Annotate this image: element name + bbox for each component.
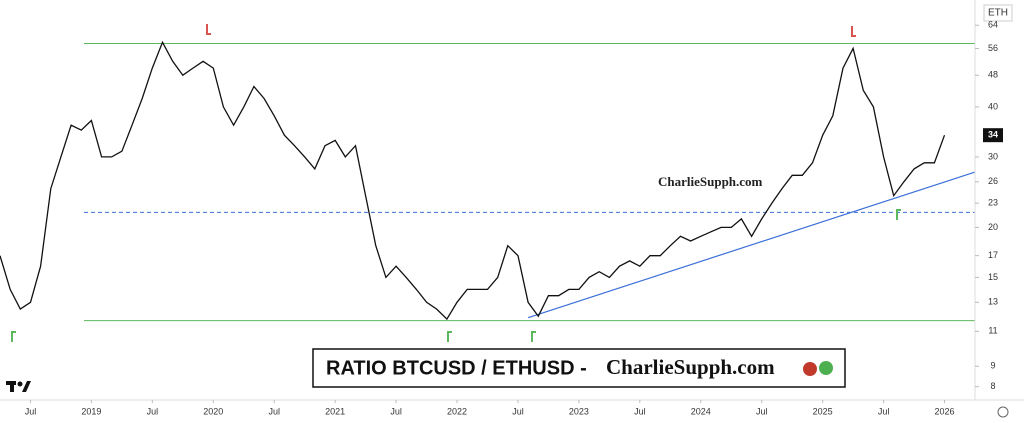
x-tick-label: Jul: [512, 406, 524, 416]
x-tick-label: 2023: [569, 406, 589, 416]
x-tick-label: Jul: [147, 406, 159, 416]
currency: ETH: [988, 8, 1008, 19]
x-tick-label: Jul: [268, 406, 280, 416]
banner-text: RATIO BTCUSD / ETHUSD -: [326, 357, 587, 379]
x-tick-label: Jul: [25, 406, 37, 416]
x-tick-label: Jul: [756, 406, 768, 416]
x-tick-label: 2025: [813, 406, 833, 416]
arrow-markers: [11, 24, 901, 342]
x-tick-label: 2020: [203, 406, 223, 416]
plot: [0, 40, 976, 322]
y-tick-label: 20: [988, 222, 998, 232]
trendline: [527, 171, 976, 319]
tv-logo: [6, 381, 31, 392]
banner-site: CharlieSupph.com: [606, 355, 775, 379]
y-tick-label: 13: [988, 297, 998, 307]
x-tick-label: Jul: [634, 406, 646, 416]
x-tick-label: 2021: [325, 406, 345, 416]
y-tick-label: 48: [988, 70, 998, 80]
x-tick-label: Jul: [390, 406, 402, 416]
currency-box: [983, 4, 1013, 22]
y-tick-label: 17: [988, 250, 998, 260]
banner-icons: [803, 361, 833, 376]
y-tick-label: 64: [988, 20, 998, 30]
x-tick-label: 2026: [935, 406, 955, 416]
current-price-label: 34: [988, 130, 998, 140]
x-tick-label: Jul: [878, 406, 890, 416]
y-tick-label: 15: [988, 272, 998, 282]
y-tick-label: 30: [988, 151, 998, 161]
y-tick-label: 26: [988, 176, 998, 186]
current-price-box: [983, 128, 1003, 143]
y-tick-label: 40: [988, 101, 998, 111]
x-tick-label: 2019: [81, 406, 101, 416]
banner-box: [312, 348, 846, 388]
price-line: [0, 40, 946, 321]
y-tick-label: 56: [988, 43, 998, 53]
settings-icon[interactable]: [997, 406, 1009, 418]
y-tick-label: 9: [990, 361, 995, 371]
x-tick-label: 2024: [691, 406, 711, 416]
y-tick-label: 23: [988, 197, 998, 207]
y-tick-label: 8: [990, 381, 995, 391]
watermark: CharlieSupph.com: [658, 174, 763, 189]
x-tick-label: 2022: [447, 406, 467, 416]
y-tick-label: 11: [988, 326, 997, 336]
